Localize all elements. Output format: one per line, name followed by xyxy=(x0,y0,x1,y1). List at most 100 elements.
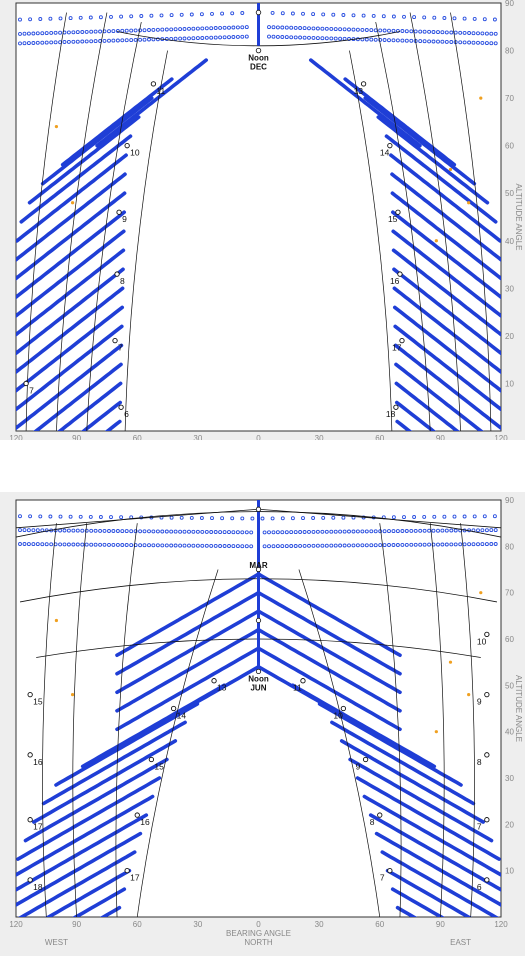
sun-position-marker xyxy=(58,30,63,35)
sun-position-marker xyxy=(284,530,289,535)
hour-marker xyxy=(118,404,124,410)
y-tick-label: 40 xyxy=(505,728,514,737)
hour-marker xyxy=(387,143,393,149)
sun-position-marker xyxy=(75,528,80,533)
sun-position-marker xyxy=(200,543,205,548)
sun-position-marker xyxy=(333,529,338,534)
sun-position-marker xyxy=(98,515,103,519)
sun-position-marker xyxy=(115,542,120,547)
sun-position-marker xyxy=(493,41,498,46)
sun-position-marker xyxy=(84,29,89,34)
sun-position-marker xyxy=(191,26,196,31)
sun-path-track xyxy=(115,590,261,676)
sun-position-marker xyxy=(431,528,436,533)
sun-position-marker xyxy=(422,29,427,34)
hour-guide-line xyxy=(460,523,475,917)
sun-position-marker xyxy=(28,17,33,22)
hour-label: 7 xyxy=(477,822,482,832)
sun-position-marker xyxy=(178,529,183,534)
sun-position-marker xyxy=(26,31,31,36)
sun-position-marker xyxy=(351,515,356,520)
sun-position-marker xyxy=(480,40,485,45)
sun-position-marker xyxy=(235,25,240,30)
sun-path-track xyxy=(16,324,124,412)
sun-position-marker xyxy=(109,14,113,19)
sun-position-marker xyxy=(382,529,387,534)
sun-position-marker xyxy=(35,31,40,36)
sun-position-marker xyxy=(222,530,227,535)
sun-position-marker xyxy=(280,25,285,30)
x-tick-label: 60 xyxy=(375,920,384,929)
sun-position-marker xyxy=(22,31,27,36)
sun-position-marker xyxy=(351,529,356,534)
hour-guide-line xyxy=(349,50,393,431)
sun-position-marker xyxy=(62,542,67,547)
hour-label: 8 xyxy=(477,757,482,767)
sun-position-marker xyxy=(133,529,138,534)
sun-position-marker xyxy=(179,12,184,17)
sun-position-marker xyxy=(151,529,156,534)
sun-position-marker xyxy=(467,31,472,35)
sun-position-marker xyxy=(427,528,432,533)
sun-position-marker xyxy=(280,516,285,521)
sun-position-marker xyxy=(218,530,223,535)
sun-position-marker xyxy=(49,542,54,547)
sun-position-marker xyxy=(329,543,334,548)
sun-position-marker xyxy=(133,37,138,42)
sun-position-marker xyxy=(418,542,423,547)
sun-position-marker xyxy=(476,542,480,547)
sun-path-track xyxy=(343,77,457,167)
sun-position-marker xyxy=(492,514,497,519)
hour-label: 7 xyxy=(380,873,385,883)
x-tick-label: 30 xyxy=(315,920,324,929)
sun-path-track xyxy=(390,172,501,262)
x-tick-label: 30 xyxy=(193,434,202,440)
sun-position-marker xyxy=(369,37,374,42)
sun-position-marker xyxy=(133,28,138,33)
hour-label: 7 xyxy=(118,343,123,353)
sun-position-marker xyxy=(409,29,414,34)
highlight-marker xyxy=(434,730,438,734)
sun-position-marker xyxy=(89,29,94,34)
sun-position-marker xyxy=(351,13,356,18)
sun-position-marker xyxy=(93,39,98,44)
sun-position-marker xyxy=(270,516,275,521)
sun-position-marker xyxy=(26,41,31,46)
sun-position-marker xyxy=(364,529,369,534)
highlight-marker xyxy=(70,201,75,205)
sun-position-marker xyxy=(436,542,440,547)
sun-position-marker xyxy=(35,528,40,533)
sun-position-marker xyxy=(191,36,196,41)
sun-path-track xyxy=(16,776,162,861)
sun-path-track xyxy=(392,286,501,375)
sun-position-marker xyxy=(93,542,98,547)
x-tick-label: 60 xyxy=(375,434,384,440)
sun-position-marker xyxy=(311,529,316,534)
sun-position-marker xyxy=(493,31,498,36)
sun-path-track xyxy=(16,229,126,319)
sun-position-marker xyxy=(84,542,89,547)
sun-position-marker xyxy=(182,543,187,548)
highlight-marker xyxy=(434,239,438,243)
sun-position-marker xyxy=(378,543,383,548)
hour-marker xyxy=(484,752,490,758)
sun-position-marker xyxy=(164,27,169,32)
march-label: MAR xyxy=(249,561,267,570)
hour-guide-line xyxy=(379,523,402,917)
highlight-marker xyxy=(479,96,483,100)
sun-path-track xyxy=(385,868,473,917)
hour-label: 6 xyxy=(124,409,129,419)
sun-position-marker xyxy=(107,29,111,34)
sun-position-marker xyxy=(320,529,325,534)
sun-position-marker xyxy=(155,529,160,534)
hour-guide-line xyxy=(136,569,219,917)
hour-label: 11 xyxy=(293,683,302,693)
sun-position-marker xyxy=(378,28,383,33)
sun-position-marker xyxy=(444,528,449,533)
sun-position-marker xyxy=(482,17,487,22)
sun-position-marker xyxy=(147,543,151,548)
hour-marker xyxy=(27,817,33,823)
sun-position-marker xyxy=(321,515,326,520)
sun-path-track xyxy=(104,419,122,431)
sun-position-marker xyxy=(333,36,338,41)
